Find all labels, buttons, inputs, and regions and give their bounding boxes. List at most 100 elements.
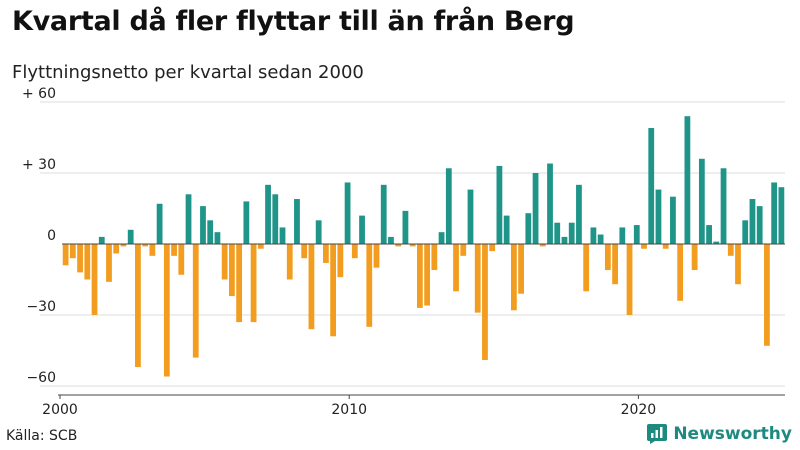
bar: [120, 244, 127, 247]
x-tick-label: 2020: [621, 402, 657, 418]
bar: [207, 220, 214, 244]
bar: [633, 225, 640, 244]
bar: [532, 173, 539, 244]
bar: [229, 244, 235, 297]
bar: [438, 232, 445, 244]
bar-chart: + 60 + 30 0 −30 −60 2000 2010 2020: [22, 86, 785, 418]
bar: [554, 222, 561, 244]
bar: [156, 203, 163, 244]
chart-subtitle: Flyttningsnetto per kvartal sedan 2000: [12, 62, 364, 83]
bar: [185, 194, 192, 244]
bar: [323, 244, 329, 263]
bar: [641, 244, 647, 249]
y-tick-label: −60: [26, 370, 56, 386]
bar: [735, 244, 741, 285]
y-tick-label: −30: [26, 299, 56, 315]
bar: [684, 116, 691, 244]
bar: [619, 227, 626, 244]
bar: [583, 244, 590, 292]
bar: [756, 206, 763, 244]
bar: [178, 244, 185, 275]
bar: [380, 184, 387, 244]
bar: [453, 244, 459, 292]
bar: [236, 244, 243, 323]
bar: [272, 194, 279, 244]
bar: [764, 244, 770, 346]
x-tick-label: 2000: [42, 402, 78, 418]
bar: [518, 244, 524, 294]
bar: [691, 244, 698, 271]
source-label: Källa: SCB: [6, 428, 78, 444]
bar: [561, 236, 568, 244]
bar: [503, 215, 510, 244]
bar: [351, 244, 358, 259]
bar: [720, 168, 727, 244]
bar: [482, 244, 488, 360]
bar: [135, 244, 141, 368]
bar: [677, 244, 684, 301]
bar: [771, 182, 778, 244]
bar: [221, 244, 228, 280]
bar: [402, 210, 409, 244]
bar: [265, 184, 271, 244]
bar: [474, 244, 481, 313]
bar: [416, 244, 423, 308]
bar: [200, 206, 206, 244]
bar: [373, 244, 380, 268]
bar: [604, 244, 611, 271]
bar: [315, 220, 322, 244]
bar: [91, 244, 98, 315]
bar: [286, 244, 293, 280]
bar: [294, 199, 300, 244]
bar: [597, 234, 604, 244]
bar: [388, 236, 394, 244]
bar: [655, 189, 662, 244]
bar: [98, 236, 105, 244]
bar: [590, 227, 597, 244]
bar: [612, 244, 618, 285]
bar: [142, 244, 149, 247]
bars: [62, 116, 785, 377]
bar: [648, 128, 655, 244]
bar: [62, 244, 69, 266]
bar: [214, 232, 221, 244]
bar: [749, 199, 756, 244]
bar: [460, 244, 467, 256]
bar: [670, 196, 676, 244]
bar: [279, 227, 286, 244]
bar: [257, 244, 264, 249]
bar: [243, 201, 250, 244]
bar: [344, 182, 351, 244]
bar: [395, 244, 402, 247]
axes: + 60 + 30 0 −30 −60 2000 2010 2020: [22, 86, 785, 418]
newsworthy-icon: [647, 424, 668, 444]
bar: [698, 158, 705, 244]
bar: [301, 244, 308, 259]
bar: [547, 163, 553, 244]
bar: [496, 165, 503, 244]
bar: [149, 244, 156, 256]
bar: [510, 244, 517, 311]
bar: [539, 244, 546, 247]
bar: [568, 222, 575, 244]
bar: [84, 244, 91, 280]
bar: [467, 189, 474, 244]
bar: [713, 241, 720, 244]
bar: [424, 244, 430, 306]
bar: [192, 244, 199, 358]
brand-name: Newsworthy: [673, 424, 792, 444]
bar: [113, 244, 120, 254]
x-tick-label: 2010: [331, 402, 367, 418]
bar: [706, 225, 712, 244]
bar: [77, 244, 83, 273]
bar: [431, 244, 438, 271]
bar: [163, 244, 170, 377]
bar: [445, 168, 452, 244]
bar: [626, 244, 633, 315]
bar: [525, 213, 532, 244]
bar: [409, 244, 416, 247]
bar: [489, 244, 496, 252]
bar: [127, 229, 134, 244]
bar: [308, 244, 315, 330]
bar: [359, 215, 365, 244]
